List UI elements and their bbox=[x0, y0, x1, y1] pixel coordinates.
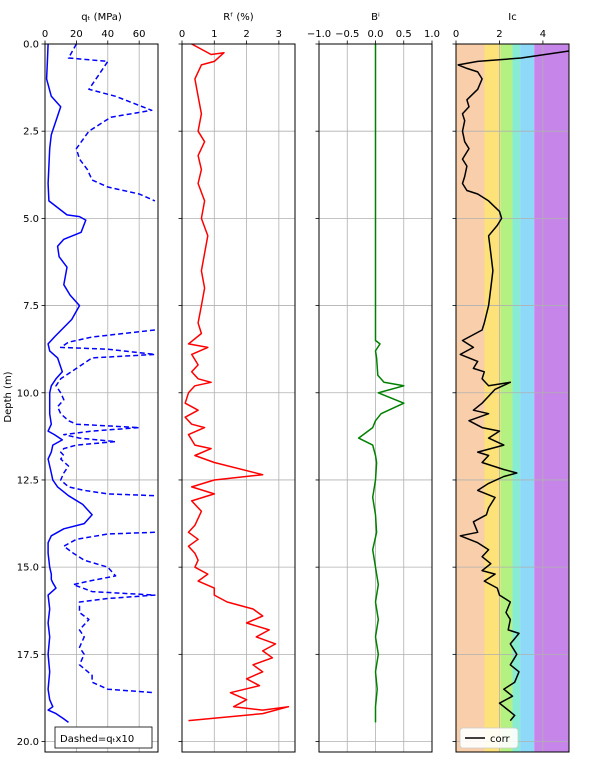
x-tick-label: 40 bbox=[101, 29, 114, 40]
panel-rf: 0 1 2 3 Rᶠ (%) bbox=[178, 12, 296, 753]
depth-tick-label: 2.5 bbox=[23, 127, 39, 138]
x-tick-label: 60 bbox=[133, 29, 146, 40]
annotation-box bbox=[54, 726, 153, 749]
panel-qt: 0 20 40 60 qₜ (MPa) 0.0 2.5 5.0 7.5 10.0 12.5 15.0 1… bbox=[17, 12, 159, 753]
x-tick-label: 0 bbox=[453, 29, 459, 40]
series-qt-0 bbox=[45, 44, 93, 724]
x-tick-label: 1.0 bbox=[424, 29, 440, 40]
x-tick-label: 2 bbox=[496, 29, 502, 40]
x-tick-label: −0.5 bbox=[335, 29, 359, 40]
x-tick-label: 0.0 bbox=[368, 29, 384, 40]
panel-title-rf: Rᶠ (%) bbox=[223, 12, 253, 23]
panel-frame bbox=[181, 43, 296, 753]
panel-frame bbox=[44, 43, 159, 753]
panel-ic: 0 2 4 Iᴄ corr bbox=[452, 12, 570, 753]
depth-tick-label: 20.0 bbox=[17, 737, 39, 748]
panel-title-bq: Bⁱ bbox=[371, 12, 380, 23]
legend-box bbox=[459, 727, 519, 749]
depth-tick-label: 0.0 bbox=[23, 40, 39, 51]
soil-zone-2 bbox=[484, 44, 501, 752]
x-tick-label: −1.0 bbox=[307, 29, 331, 40]
depth-tick-label: 10.0 bbox=[17, 388, 39, 399]
depth-tick-label: 5.0 bbox=[23, 214, 39, 225]
depth-tick-label: 15.0 bbox=[17, 563, 39, 574]
series-bq-0 bbox=[357, 44, 405, 723]
panel-title-ic: Iᴄ bbox=[508, 12, 516, 23]
series-ic-0 bbox=[457, 50, 569, 722]
depth-tick-label: 7.5 bbox=[23, 301, 39, 312]
soil-zone-6 bbox=[534, 44, 569, 752]
depth-axis-label: Depth (m) bbox=[3, 371, 14, 422]
series-rf-0 bbox=[184, 44, 290, 722]
x-tick-label: 0 bbox=[42, 29, 48, 40]
panel-title-qt: qₜ (MPa) bbox=[81, 12, 122, 23]
x-tick-label: 0.5 bbox=[396, 29, 412, 40]
depth-tick-label: 12.5 bbox=[17, 475, 39, 486]
legend-label: corr bbox=[490, 734, 511, 745]
x-tick-label: 3 bbox=[276, 29, 282, 40]
soil-zone-5 bbox=[520, 44, 535, 752]
series-qt-dashed-1 bbox=[67, 44, 156, 202]
panel-bq: −1.0 −0.5 0.0 0.5 1.0 Bⁱ bbox=[307, 12, 440, 753]
x-tick-label: 2 bbox=[243, 29, 249, 40]
annotation-text: Dashed=qₜx10 bbox=[60, 734, 134, 745]
depth-tick-label: 17.5 bbox=[17, 650, 39, 661]
series-qt-dashed-3 bbox=[63, 531, 156, 694]
soil-zone-1 bbox=[456, 44, 485, 752]
x-tick-label: 1 bbox=[211, 29, 217, 40]
soil-zone-3 bbox=[500, 44, 513, 752]
soil-zone-4 bbox=[512, 44, 521, 752]
panel-frame bbox=[455, 43, 570, 753]
x-tick-label: 0 bbox=[179, 29, 185, 40]
x-tick-label: 20 bbox=[70, 29, 83, 40]
series-qt-dashed-2 bbox=[55, 329, 156, 497]
x-tick-label: 4 bbox=[540, 29, 546, 40]
